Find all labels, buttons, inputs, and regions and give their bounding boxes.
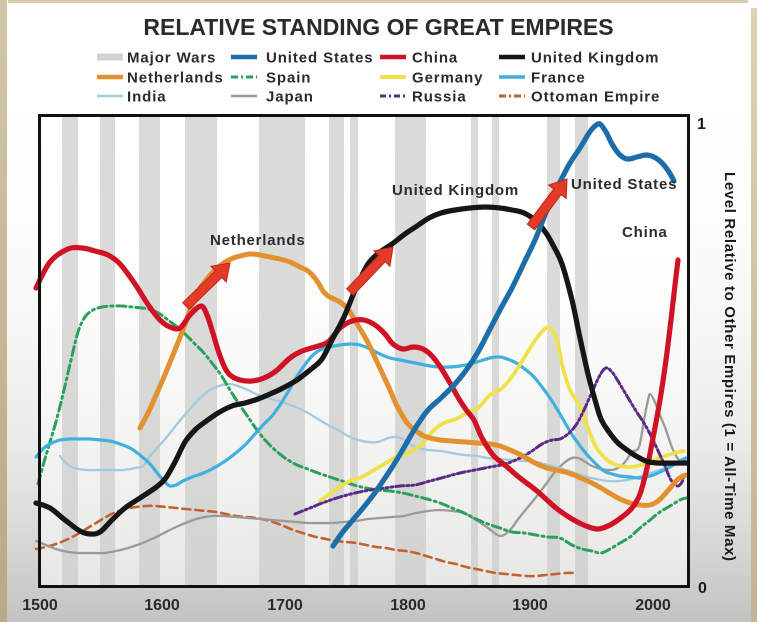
svg-text:Spain: Spain <box>266 70 311 87</box>
svg-text:United Kingdom: United Kingdom <box>531 50 659 67</box>
svg-text:Major Wars: Major Wars <box>127 50 216 67</box>
svg-text:Japan: Japan <box>266 89 314 106</box>
svg-text:Russia: Russia <box>412 89 467 106</box>
svg-text:Netherlands: Netherlands <box>127 70 224 87</box>
svg-text:India: India <box>127 89 167 106</box>
svg-text:United States: United States <box>266 50 374 67</box>
svg-text:Ottoman Empire: Ottoman Empire <box>531 89 660 106</box>
svg-text:France: France <box>531 70 586 87</box>
svg-text:Germany: Germany <box>412 70 483 87</box>
svg-text:China: China <box>412 50 458 67</box>
